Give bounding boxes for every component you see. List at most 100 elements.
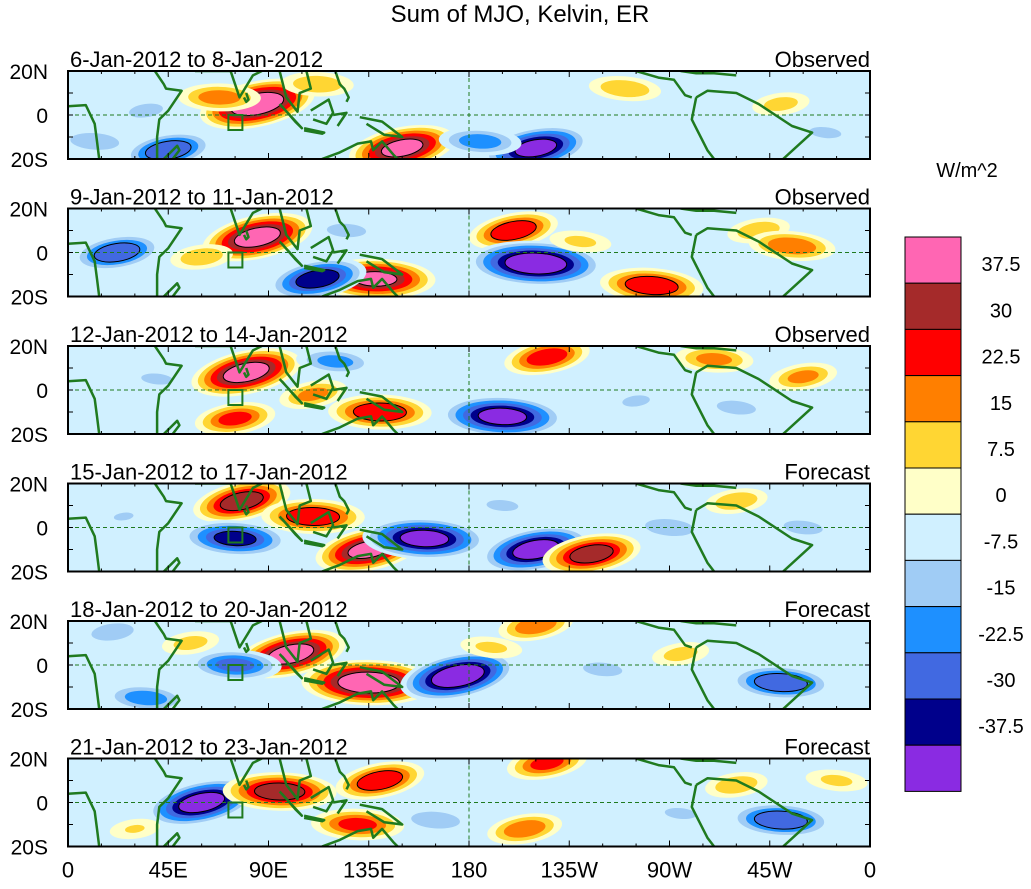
colorbar-swatch: [904, 606, 962, 654]
coastline: [278, 515, 304, 542]
contour-level: [526, 348, 568, 366]
coastline: [278, 790, 304, 817]
panel-date-range: 12-Jan-2012 to 14-Jan-2012: [70, 322, 348, 347]
coastlines: [68, 71, 814, 159]
coastline: [162, 557, 181, 572]
anomaly-feature: [600, 267, 704, 297]
coastline: [635, 71, 693, 99]
coastline: [153, 758, 183, 847]
anomaly-feature: [194, 402, 276, 434]
coastlines: [68, 758, 814, 847]
panel-3: 20N 0 20S 12-Jan-2012 to 14-Jan-2012 Observe…: [9, 322, 871, 447]
colorbar-level-label: 7.5: [987, 439, 1015, 461]
contour-level: [218, 411, 252, 426]
x-tick-label: 45E: [149, 858, 188, 883]
coastline: [278, 71, 313, 113]
x-tick-label: 45W: [747, 858, 792, 883]
coastlines: [68, 483, 814, 572]
contour-level: [293, 75, 342, 93]
anomaly-feature: [81, 621, 144, 645]
anomaly-feature: [794, 121, 857, 144]
x-tick-label: 90W: [647, 858, 692, 883]
coastline: [359, 253, 404, 276]
coastline: [695, 227, 814, 297]
region-box-marker: [227, 389, 244, 406]
panel-date-range: 9-Jan-2012 to 11-Jan-2012: [70, 185, 334, 210]
coastline: [334, 621, 350, 653]
region-box-marker: [227, 801, 244, 819]
contour-level: [763, 97, 798, 111]
panel-date-range: 21-Jan-2012 to 23-Jan-2012: [70, 735, 348, 760]
coastline: [635, 208, 693, 237]
anomaly-feature: [68, 128, 131, 154]
colorbar-level-label: -7.5: [984, 531, 1018, 553]
coastline: [332, 661, 348, 677]
contour-level: [475, 641, 508, 654]
contour-level: [564, 235, 597, 248]
y-tick-label: 20N: [9, 336, 48, 359]
colorbar-swatch: [904, 513, 962, 561]
contour-level: [113, 512, 134, 521]
coastline: [321, 552, 399, 572]
coastline: [359, 390, 404, 414]
panel-kind-label: Forecast: [784, 735, 870, 760]
coastline: [303, 126, 326, 135]
x-tick-label: 0: [62, 858, 74, 883]
coastline: [303, 401, 326, 410]
contour-level: [767, 237, 817, 255]
y-tick-label: 20N: [9, 611, 48, 634]
coastline: [68, 516, 101, 572]
contour-level: [477, 407, 528, 426]
panel-kind-label: Observed: [775, 185, 870, 210]
anomaly-feature: [399, 807, 472, 833]
contour-level: [180, 248, 223, 266]
coastline: [321, 415, 399, 434]
anomaly-feature: [98, 506, 149, 527]
contour-level: [430, 664, 485, 688]
region-box-marker: [227, 251, 244, 269]
coastline: [695, 364, 814, 434]
anomaly-feature: [191, 348, 301, 397]
panel-6: 20N 0 20S 21-Jan-2012 to 23-Jan-2012 Forecas…: [9, 735, 871, 860]
panel-field: [68, 71, 870, 159]
coastline: [310, 785, 335, 813]
contour-level: [664, 807, 697, 820]
coastlines: [68, 621, 814, 709]
contour-level: [399, 529, 450, 548]
y-tick-label: 0: [36, 793, 48, 816]
anomaly-feature: [588, 75, 662, 102]
colorbar-swatch: [904, 467, 962, 515]
coastline: [303, 539, 326, 548]
coastline: [359, 803, 404, 826]
anomaly-feature: [569, 657, 636, 681]
coastline: [242, 505, 250, 516]
coastline: [195, 208, 263, 237]
coastline: [635, 621, 693, 649]
contour-level: [125, 824, 145, 833]
coastline: [359, 115, 404, 139]
panel-5: 20N 0 20S 18-Jan-2012 to 20-Jan-2012 Forecas…: [9, 597, 871, 722]
contour-level: [622, 395, 650, 407]
contour-level: [338, 817, 377, 832]
coastline: [278, 103, 304, 130]
panel-kind-label: Forecast: [784, 597, 870, 622]
contour-level: [91, 623, 134, 641]
coastline: [310, 373, 335, 401]
coastline: [162, 694, 181, 709]
colorbar-swatch: [904, 236, 962, 284]
anomaly-feature: [542, 533, 641, 572]
contour-level: [129, 103, 163, 118]
anomaly-feature: [469, 211, 558, 250]
coastline: [278, 483, 313, 526]
contour-level: [504, 252, 568, 275]
coastline: [635, 346, 693, 374]
contour-level: [141, 373, 173, 385]
coastline: [195, 758, 263, 787]
coastline: [68, 241, 101, 297]
coastline: [332, 249, 348, 265]
contour-level: [411, 811, 460, 829]
y-tick-label: 20S: [11, 562, 48, 585]
coastline: [690, 647, 716, 709]
coastline: [680, 483, 737, 490]
